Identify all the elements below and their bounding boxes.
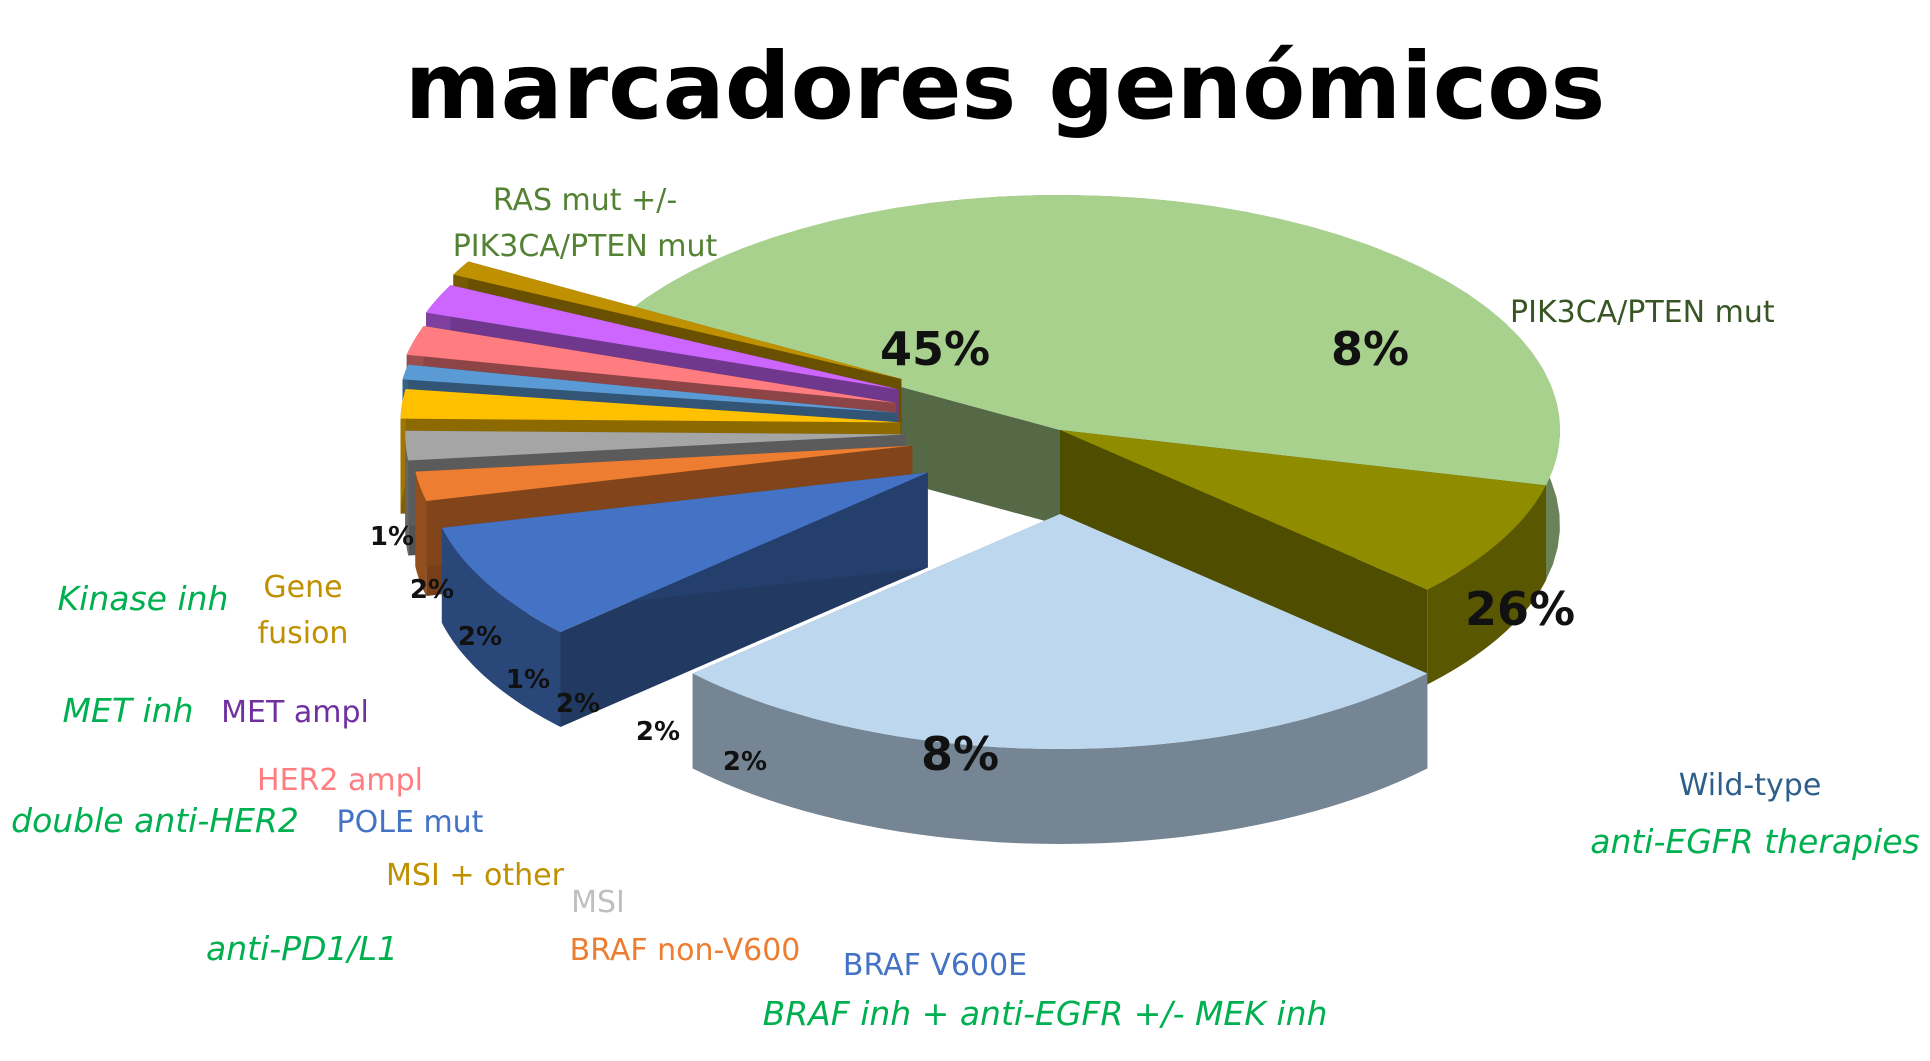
slice-category-label: PIK3CA/PTEN mut: [453, 229, 718, 264]
pie-slice-top-4: [415, 445, 913, 502]
slice-percent-label: 1%: [506, 665, 550, 695]
slice-category-label: Wild-type: [1679, 768, 1822, 803]
pie-labels: 45% RAS mut +/- PIK3CA/PTEN mut 8% PIK3CA/PT…: [11, 183, 1920, 1033]
pie-slice-side-5: [405, 430, 409, 556]
slice-category-label: RAS mut +/-: [493, 183, 677, 218]
pie-slice-side-3: [441, 527, 561, 727]
pie-slice-top-7: [402, 364, 898, 413]
slice-percent-label: 45%: [880, 322, 990, 376]
slice-therapy-label: MET inh: [63, 691, 194, 730]
pie-slice-top-0: [626, 195, 1560, 486]
slice-category-label: POLE mut: [337, 805, 484, 840]
slice-therapy-label: Kinase inh: [58, 579, 229, 618]
slice-therapy-label: BRAF inh + anti-EGFR +/- MEK inh: [763, 994, 1328, 1033]
slice-category-label: fusion: [258, 616, 349, 651]
pie-slice-side-1: [1427, 485, 1546, 685]
slice-category-label: MET ampl: [221, 695, 369, 730]
slice-category-label: MSI + other: [386, 858, 565, 893]
pie-slice-side-2: [692, 673, 1428, 844]
pie-slice-top-3: [441, 472, 928, 632]
pie-slice-top-6: [400, 388, 901, 423]
slice-category-label: MSI: [571, 885, 625, 920]
slice-category-label: PIK3CA/PTEN mut: [1510, 295, 1775, 330]
pie-slice-top-8: [406, 325, 897, 403]
slice-percent-label: 2%: [410, 575, 454, 605]
pie-slice-top-2: [692, 514, 1428, 749]
slice-percent-label: 26%: [1465, 582, 1575, 636]
slice-therapy-label: anti-PD1/L1: [206, 929, 398, 968]
pie-slice-side-4: [415, 471, 427, 597]
pie-slice-face-b-1: [1060, 430, 1428, 685]
pie-slice-2: [692, 514, 1428, 844]
slice-therapy-label: double anti-HER2: [11, 801, 299, 840]
pie-slice-side-6: [400, 388, 406, 514]
pie-slice-top-10: [453, 261, 902, 379]
slice-therapy-label: anti-EGFR therapies: [1590, 822, 1920, 861]
slice-percent-label: 2%: [556, 689, 600, 719]
slice-percent-label: 8%: [921, 727, 999, 781]
slice-percent-label: 1%: [370, 522, 414, 552]
chart-title: marcadores genómicos: [405, 33, 1605, 140]
slice-category-label: BRAF non-V600: [570, 933, 801, 968]
slice-category-label: BRAF V600E: [843, 948, 1027, 983]
pie-slice-top-5: [405, 430, 906, 461]
pie-slices: [400, 195, 1560, 844]
slice-category-label: HER2 ampl: [257, 763, 423, 798]
slice-category-label: Gene: [263, 570, 342, 605]
pie-slice-1: [1060, 430, 1546, 685]
slice-percent-label: 2%: [723, 747, 767, 777]
slice-percent-label: 2%: [458, 622, 502, 652]
pie-slice-top-9: [426, 285, 899, 390]
pie-slice-top-1: [1060, 430, 1546, 590]
slice-percent-label: 8%: [1331, 322, 1409, 376]
pie-slice-3: [441, 472, 928, 727]
slice-percent-label: 2%: [636, 717, 680, 747]
